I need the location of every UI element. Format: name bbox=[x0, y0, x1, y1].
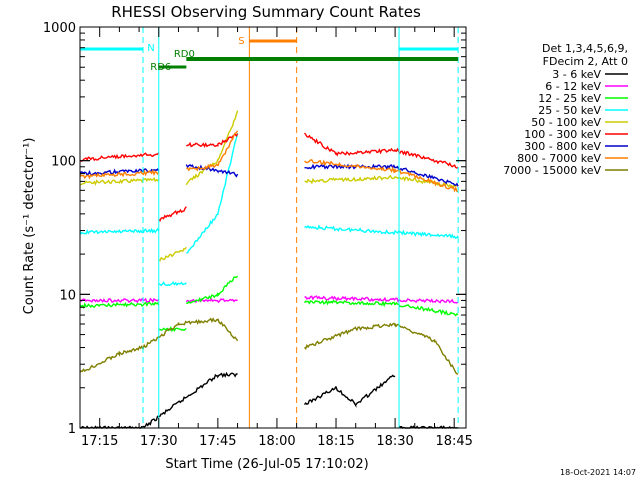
x-axis-label: Start Time (26-Jul-05 17:10:02) bbox=[165, 457, 368, 472]
axis-layer: 1 10 100 1000 17:15 17:30 17:45 18:00 18:15 18:30… bbox=[43, 21, 473, 449]
chart-title: RHESSI Observing Summary Count Rates bbox=[111, 3, 421, 21]
series-8-segment-2 bbox=[303, 322, 459, 375]
series-2-segment-2 bbox=[186, 275, 239, 305]
series-5-segment-3 bbox=[303, 132, 459, 169]
x-tick-label: 17:30 bbox=[140, 434, 177, 449]
x-tick-label: 17:15 bbox=[81, 434, 118, 449]
series-7-segment-0 bbox=[79, 169, 160, 180]
plot-frame bbox=[79, 26, 467, 429]
series-4-segment-1 bbox=[158, 246, 187, 262]
flag-label-n: N bbox=[147, 43, 154, 54]
series-4-segment-2 bbox=[185, 110, 239, 186]
series-2-segment-0 bbox=[79, 301, 160, 309]
series-3-segment-3 bbox=[304, 224, 459, 239]
series-5-segment-1 bbox=[158, 206, 187, 222]
legend-header-line-2: FDecim 2, Att 0 bbox=[543, 55, 628, 68]
x-tick-label: 17:45 bbox=[199, 434, 236, 449]
series-2 bbox=[79, 275, 459, 333]
series-7-segment-1 bbox=[186, 130, 239, 172]
series-3-segment-2 bbox=[186, 133, 239, 254]
flag-label-rd6: RD6 bbox=[150, 62, 171, 73]
legend-entry-label: 7000 - 15000 keV bbox=[503, 164, 601, 177]
legend-entry-label: 3 - 6 keV bbox=[552, 68, 601, 81]
legend-entry-label: 800 - 7000 keV bbox=[517, 152, 601, 165]
legend-entry-label: 6 - 12 keV bbox=[545, 80, 601, 93]
x-tick-label: 18:45 bbox=[435, 434, 472, 449]
series-2-segment-1 bbox=[158, 325, 187, 333]
legend-header-line-1: Det 1,3,4,5,6,9, bbox=[542, 42, 628, 55]
series-3-segment-1 bbox=[158, 281, 187, 287]
footer-date: 18-Oct-2021 14:07 bbox=[560, 468, 636, 477]
series-3 bbox=[79, 133, 459, 287]
series-6-segment-1 bbox=[185, 163, 239, 178]
series-layer bbox=[79, 110, 459, 430]
series-3-segment-0 bbox=[79, 227, 160, 235]
series-5-segment-2 bbox=[186, 133, 239, 148]
y-axis-label: Count Rate (s⁻¹ detector⁻¹) bbox=[22, 138, 37, 315]
series-5 bbox=[79, 132, 459, 222]
series-6-segment-0 bbox=[79, 168, 160, 177]
legend-entry-label: 100 - 300 keV bbox=[524, 128, 601, 141]
y-tick-label: 100 bbox=[51, 155, 76, 170]
series-6-segment-2 bbox=[304, 163, 459, 187]
legend-entry-label: 12 - 25 keV bbox=[538, 92, 601, 105]
legend-entry-label: 50 - 100 keV bbox=[531, 116, 601, 129]
legend-entry-label: 25 - 50 keV bbox=[538, 104, 601, 117]
legend-entry-label: 300 - 800 keV bbox=[524, 140, 601, 153]
series-8-segment-0 bbox=[79, 345, 144, 373]
x-tick-label: 18:00 bbox=[258, 434, 295, 449]
series-6 bbox=[79, 163, 459, 187]
series-5-segment-0 bbox=[79, 152, 160, 162]
series-2-segment-3 bbox=[303, 299, 459, 317]
series-0-segment-2 bbox=[303, 374, 396, 408]
series-7-segment-2 bbox=[304, 159, 459, 193]
x-tick-label: 18:30 bbox=[376, 434, 413, 449]
series-1-segment-0 bbox=[79, 297, 160, 304]
series-7 bbox=[79, 130, 459, 193]
series-4-segment-0 bbox=[79, 176, 160, 186]
flag-label-s: S bbox=[238, 36, 244, 47]
series-1-segment-2 bbox=[304, 295, 459, 304]
legend: Det 1,3,4,5,6,9, FDecim 2, Att 0 3 - 6 k… bbox=[503, 42, 628, 177]
flag-label-rd0: RD0 bbox=[174, 49, 195, 60]
y-tick-label: 10 bbox=[59, 288, 76, 303]
y-tick-label: 1000 bbox=[43, 21, 76, 36]
y-tick-label: 1 bbox=[68, 422, 76, 437]
x-tick-label: 18:15 bbox=[317, 434, 354, 449]
